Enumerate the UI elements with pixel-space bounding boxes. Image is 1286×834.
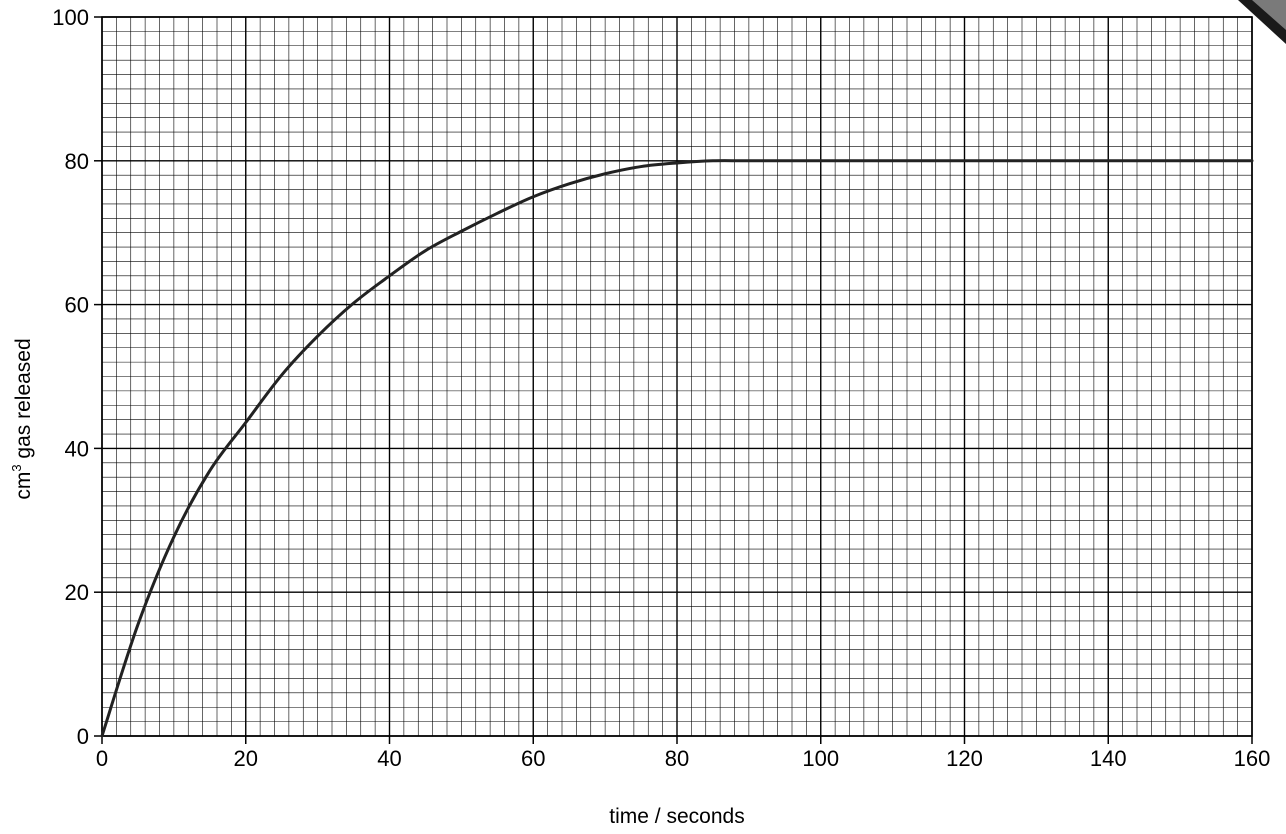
x-tick-label: 40 xyxy=(377,746,401,771)
x-tick-label: 100 xyxy=(802,746,839,771)
x-tick-label: 80 xyxy=(665,746,689,771)
y-tick-label: 60 xyxy=(65,293,89,318)
x-tick-label: 0 xyxy=(96,746,108,771)
y-tick-label: 20 xyxy=(65,580,89,605)
y-tick-label: 100 xyxy=(52,5,89,30)
x-tick-label: 60 xyxy=(521,746,545,771)
y-tick-label: 0 xyxy=(77,724,89,749)
x-axis-title: time / seconds xyxy=(609,805,744,828)
x-tick-label: 140 xyxy=(1090,746,1127,771)
y-tick-label: 80 xyxy=(65,149,89,174)
y-tick-label: 40 xyxy=(65,436,89,461)
y-axis-title-text: gas released xyxy=(12,338,35,464)
page-corner-highlight xyxy=(1252,0,1286,30)
series-layer xyxy=(100,159,1254,738)
grid xyxy=(101,16,1253,737)
series-line xyxy=(100,159,1254,738)
x-tick-label: 20 xyxy=(234,746,258,771)
y-axis-title: cm3 gas released xyxy=(9,338,35,499)
x-tick-label: 160 xyxy=(1234,746,1271,771)
x-tick-label: 120 xyxy=(946,746,983,771)
y-axis-title-superscript: 3 xyxy=(9,464,24,471)
axis-ticks xyxy=(94,16,1253,744)
tick-labels: 0 20 40 60 80 100 120 140 160 0 20 40 60 80 100 xyxy=(52,5,1270,771)
y-axis-title-unit: cm xyxy=(12,472,35,500)
